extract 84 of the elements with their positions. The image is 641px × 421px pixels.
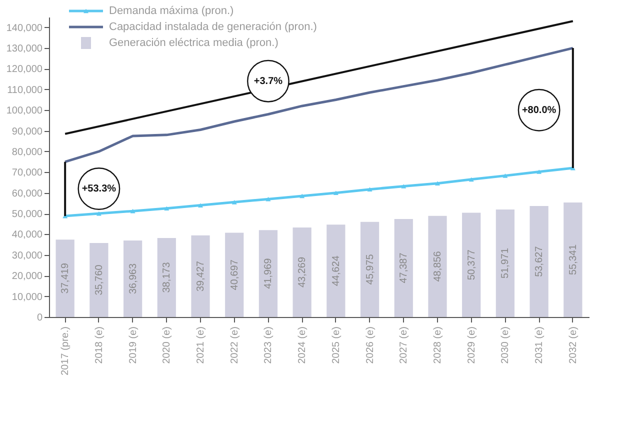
point	[96, 211, 102, 216]
bar	[90, 243, 108, 317]
data-label: 53,627	[534, 246, 546, 277]
data-label: 48,856	[432, 250, 444, 282]
data-label: 45,975	[364, 254, 376, 285]
point	[468, 177, 474, 182]
x-tick-label: 2031 (e)	[534, 326, 546, 364]
bar	[258, 230, 278, 317]
y-tick-label: 80,000	[12, 146, 43, 158]
bar	[225, 232, 244, 317]
y-tick-label: 30,000	[12, 250, 43, 262]
y-tick-label: 70,000	[12, 168, 43, 179]
bar	[292, 227, 312, 317]
x-tick-label: 2019 (e)	[128, 326, 139, 364]
data-label: 55,341	[568, 244, 579, 276]
y-tick-label: 10,000	[12, 292, 43, 303]
bar	[530, 206, 548, 317]
x-tick-label: 2032 (e)	[568, 326, 579, 364]
data-label: 37,419	[60, 262, 72, 294]
y-tick-label: 140,000	[6, 22, 43, 34]
bar	[462, 212, 481, 317]
bar	[157, 238, 176, 317]
x-tick-label: 2022 (e)	[229, 326, 240, 364]
y-tick-label: 20,000	[12, 271, 43, 282]
y-tick-label: 120,000	[6, 64, 43, 76]
y-tick-label: 0	[36, 312, 43, 324]
data-label: 43,269	[297, 256, 308, 288]
point	[333, 190, 338, 196]
data-label: 39,427	[196, 260, 207, 292]
x-tick-label: 2021 (e)	[196, 326, 207, 364]
y-tick-label: 100,000	[6, 106, 43, 117]
x-tick-label: 2026 (e)	[364, 326, 376, 364]
data-label: 51,971	[500, 248, 512, 279]
x-tick-label: 2017 (pre.)	[60, 326, 72, 376]
point	[198, 203, 204, 208]
line-series	[64, 46, 574, 164]
annotation: +53.3%	[82, 184, 116, 195]
bar	[564, 202, 582, 317]
legend-label: Generación eléctrica media (pron.)	[109, 37, 278, 49]
data-label: 35,760	[94, 264, 105, 296]
point	[130, 208, 136, 214]
bar	[191, 235, 210, 317]
point	[266, 196, 271, 202]
point	[401, 184, 406, 188]
data-label: 44,624	[330, 255, 342, 286]
y-tick-label: 110,000	[7, 84, 43, 96]
y-tick-label: 90,000	[12, 126, 43, 138]
x-tick-label: 2018 (e)	[94, 326, 105, 364]
point	[536, 170, 542, 174]
data-label: 40,697	[229, 259, 240, 290]
x-tick-label: 2025 (e)	[330, 326, 342, 364]
y-tick-label: 130,000	[6, 44, 43, 55]
bar	[123, 240, 142, 317]
legend-label: Capacidad instalada de generación (pron.)	[109, 21, 317, 33]
x-tick-label: 2020 (e)	[162, 326, 173, 364]
data-label: 36,963	[128, 263, 139, 294]
x-tick-label: 2030 (e)	[500, 326, 512, 364]
point	[300, 194, 305, 198]
point	[502, 174, 508, 178]
x-tick-label: 2023 (e)	[263, 326, 274, 364]
bar	[56, 240, 74, 317]
point	[367, 187, 372, 192]
data-label: 41,969	[263, 258, 274, 289]
annotation: +3.7%	[254, 76, 283, 88]
bar	[326, 224, 346, 317]
annotation: +80.0%	[522, 105, 556, 116]
point	[232, 200, 237, 204]
x-tick-label: 2028 (e)	[432, 326, 444, 364]
point	[164, 206, 170, 211]
y-tick-label: 60,000	[12, 188, 43, 200]
y-tick-label: 40,000	[12, 230, 43, 241]
x-tick-label: 2027 (e)	[398, 326, 410, 364]
bar	[394, 218, 413, 317]
data-label: 47,387	[398, 252, 410, 284]
data-label: 38,173	[162, 262, 173, 293]
x-tick-label: 2029 (e)	[466, 326, 478, 364]
point	[434, 181, 440, 186]
data-label: 50,377	[466, 249, 478, 280]
bar	[496, 209, 515, 317]
legend-label: Demanda máxima (pron.)	[109, 5, 234, 17]
x-tick-label: 2024 (e)	[297, 326, 308, 364]
bar	[428, 216, 447, 317]
y-tick-label: 50,000	[12, 209, 43, 220]
bar	[360, 222, 380, 317]
